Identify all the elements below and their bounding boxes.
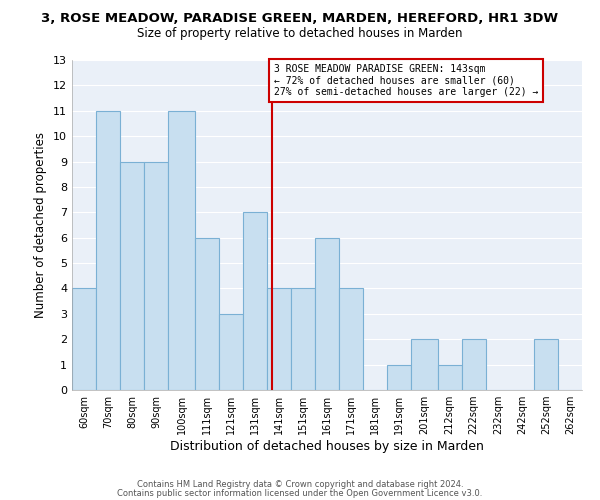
Bar [534,339,558,390]
Bar [144,162,168,390]
Text: 3, ROSE MEADOW, PARADISE GREEN, MARDEN, HEREFORD, HR1 3DW: 3, ROSE MEADOW, PARADISE GREEN, MARDEN, … [41,12,559,26]
Bar [437,364,462,390]
Text: Contains public sector information licensed under the Open Government Licence v3: Contains public sector information licen… [118,488,482,498]
Text: Size of property relative to detached houses in Marden: Size of property relative to detached ho… [137,28,463,40]
Bar [72,288,96,390]
Bar [411,339,437,390]
Bar [387,364,411,390]
Bar [120,162,144,390]
Bar [339,288,363,390]
Bar [243,212,267,390]
Bar [291,288,315,390]
Bar [168,111,194,390]
Bar [315,238,339,390]
Text: 3 ROSE MEADOW PARADISE GREEN: 143sqm
← 72% of detached houses are smaller (60)
2: 3 ROSE MEADOW PARADISE GREEN: 143sqm ← 7… [274,64,538,97]
Bar [219,314,243,390]
Y-axis label: Number of detached properties: Number of detached properties [34,132,47,318]
Bar [96,111,120,390]
Bar [267,288,291,390]
X-axis label: Distribution of detached houses by size in Marden: Distribution of detached houses by size … [170,440,484,453]
Bar [462,339,486,390]
Bar [194,238,219,390]
Text: Contains HM Land Registry data © Crown copyright and database right 2024.: Contains HM Land Registry data © Crown c… [137,480,463,489]
